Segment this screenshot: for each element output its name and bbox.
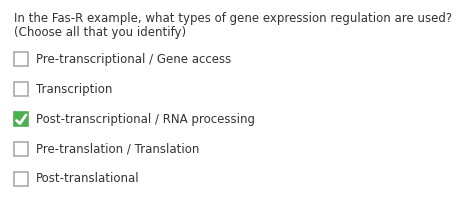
Text: (Choose all that you identify): (Choose all that you identify) bbox=[14, 26, 186, 39]
Text: Post-transcriptional / RNA processing: Post-transcriptional / RNA processing bbox=[36, 113, 255, 126]
Text: Pre-transcriptional / Gene access: Pre-transcriptional / Gene access bbox=[36, 52, 231, 66]
Text: Post-translational: Post-translational bbox=[36, 172, 140, 185]
FancyBboxPatch shape bbox=[14, 172, 28, 186]
Text: Pre-translation / Translation: Pre-translation / Translation bbox=[36, 143, 200, 155]
FancyBboxPatch shape bbox=[14, 82, 28, 96]
FancyBboxPatch shape bbox=[14, 142, 28, 156]
FancyBboxPatch shape bbox=[14, 112, 28, 126]
Text: Transcription: Transcription bbox=[36, 83, 112, 96]
FancyBboxPatch shape bbox=[14, 52, 28, 66]
Text: In the Fas-R example, what types of gene expression regulation are used?: In the Fas-R example, what types of gene… bbox=[14, 12, 452, 25]
